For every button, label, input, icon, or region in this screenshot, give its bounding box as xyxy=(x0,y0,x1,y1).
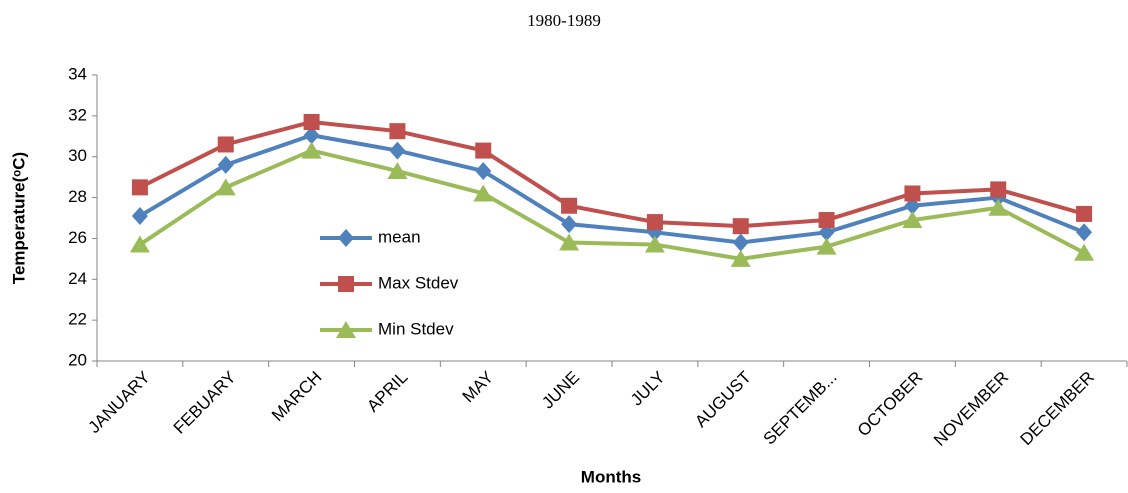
x-tick-label: AUGUST xyxy=(691,368,755,432)
data-point xyxy=(732,233,749,252)
data-point xyxy=(387,162,408,180)
data-point xyxy=(303,126,320,145)
y-tick-label: 32 xyxy=(68,105,87,124)
x-tick-label: OCTOBER xyxy=(854,368,927,441)
data-point xyxy=(902,211,923,229)
data-point xyxy=(561,197,578,214)
legend-marker xyxy=(336,321,356,338)
data-point xyxy=(904,185,921,202)
data-point xyxy=(475,142,492,159)
data-point xyxy=(818,212,835,229)
x-tick-label: JUNE xyxy=(538,368,583,413)
x-tick-label: JANUARY xyxy=(85,368,154,437)
data-point xyxy=(131,179,148,196)
y-tick-label: 22 xyxy=(68,310,87,329)
data-point xyxy=(217,136,234,153)
data-point xyxy=(730,249,751,267)
x-tick-label: MAY xyxy=(459,368,498,407)
chart-title: 1980-1989 xyxy=(527,11,601,30)
x-tick-label: JULY xyxy=(627,368,669,410)
data-point xyxy=(646,214,663,231)
legend-marker xyxy=(338,229,354,247)
data-point xyxy=(129,235,150,253)
x-tick-label: FEBUARY xyxy=(170,368,240,438)
x-axis-title: Months xyxy=(581,467,641,486)
legend-label: Max Stdev xyxy=(378,273,459,292)
legend-marker xyxy=(338,276,354,292)
data-point xyxy=(561,215,578,234)
data-point xyxy=(389,123,406,140)
data-point xyxy=(816,237,837,255)
data-point xyxy=(732,218,749,235)
y-tick-label: 24 xyxy=(68,269,87,288)
data-point xyxy=(988,198,1009,216)
series-line xyxy=(139,119,1085,229)
y-tick-label: 28 xyxy=(68,187,87,206)
x-tick-label: SEPTEMB... xyxy=(760,368,841,449)
data-point xyxy=(1076,223,1093,242)
x-tick-label: APRIL xyxy=(363,368,411,416)
y-tick-label: 34 xyxy=(68,64,87,83)
data-point xyxy=(389,141,406,160)
x-tick-label: DECEMBER xyxy=(1017,368,1099,450)
series-line xyxy=(138,133,1085,245)
y-tick-label: 30 xyxy=(68,146,87,165)
legend-label: Min Stdev xyxy=(378,319,454,338)
data-point xyxy=(1074,243,1095,261)
y-axis-title: Temperature(ᵒC) xyxy=(9,152,28,284)
data-point xyxy=(990,181,1007,198)
legend-label: mean xyxy=(378,227,421,246)
data-point xyxy=(644,235,665,253)
x-tick-label: MARCH xyxy=(268,368,326,426)
data-point xyxy=(215,178,236,196)
data-point xyxy=(475,162,492,181)
data-point xyxy=(131,206,148,225)
series-line xyxy=(138,148,1086,261)
x-tick-label: NOVEMBER xyxy=(930,368,1012,450)
data-point xyxy=(303,113,320,130)
data-point xyxy=(559,233,580,251)
data-point xyxy=(217,155,234,174)
y-tick-label: 20 xyxy=(68,350,87,369)
data-point xyxy=(473,184,494,202)
y-tick-label: 26 xyxy=(68,228,87,247)
data-point xyxy=(301,141,322,159)
data-point xyxy=(1076,205,1093,222)
